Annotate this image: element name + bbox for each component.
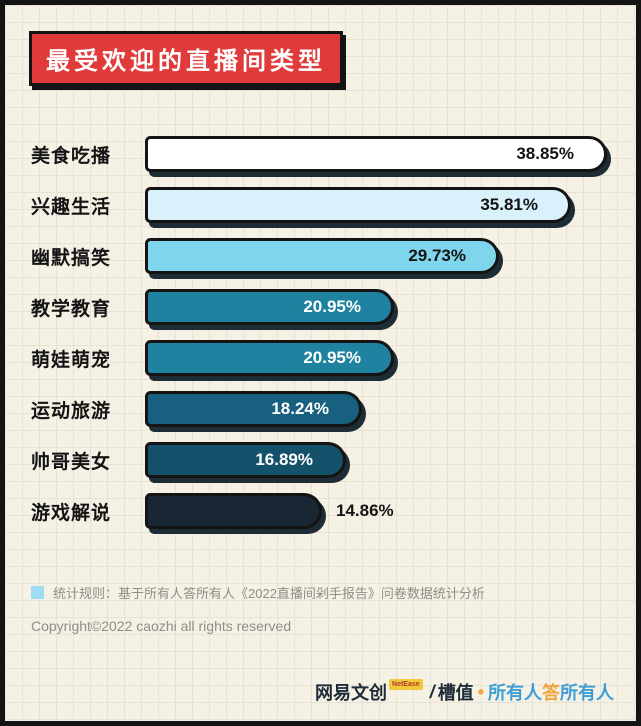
netease-wenchuang-logo: 网易文创	[315, 683, 388, 703]
chart-row: 游戏解说 14.86%	[31, 493, 636, 529]
dot-separator-icon: •	[477, 681, 484, 702]
category-label: 幽默搞笑	[31, 247, 112, 269]
netease-badge-icon: NetEase	[389, 679, 423, 690]
bar-area: 16.89%	[145, 442, 636, 478]
copyright-text: Copyright©2022 caozhi all rights reserve…	[31, 618, 292, 634]
category-label: 兴趣生活	[31, 196, 112, 218]
category-label: 美食吃播	[31, 145, 112, 167]
bar	[145, 493, 322, 529]
bar: 29.73%	[145, 238, 499, 274]
bar-area: 14.86%	[145, 493, 636, 529]
value-label: 20.95%	[303, 348, 361, 367]
caozhi-logo: 槽值	[437, 683, 474, 703]
legend-square-icon	[31, 586, 44, 599]
stat-note-text: 统计规则：基于所有人答所有人《2022直播间剁手报告》问卷数据统计分析	[53, 586, 485, 601]
bar-area: 35.81%	[145, 187, 636, 223]
category-label: 教学教育	[31, 298, 112, 320]
chart-row: 运动旅游 18.24%	[31, 391, 636, 427]
value-label: 35.81%	[480, 195, 538, 214]
slogan-part: 答	[542, 683, 560, 703]
bar-area: 20.95%	[145, 289, 636, 325]
bar: 38.85%	[145, 136, 607, 172]
bar-chart: 美食吃播 38.85% 兴趣生活 35.81% 幽默搞笑 29.73% 教学教育 20.95%…	[31, 136, 636, 529]
slogan-logo: 所有人答所有人	[488, 679, 614, 705]
chart-row: 萌娃萌宠 20.95%	[31, 340, 636, 376]
bar: 18.24%	[145, 391, 362, 427]
value-label: 20.95%	[303, 297, 361, 316]
value-label: 38.85%	[516, 144, 574, 163]
slash-divider: /	[429, 681, 435, 702]
slogan-part: 所有人	[488, 683, 542, 703]
bar: 35.81%	[145, 187, 571, 223]
category-label: 萌娃萌宠	[31, 349, 112, 371]
value-label: 16.89%	[255, 450, 313, 469]
bar: 20.95%	[145, 340, 394, 376]
bar: 20.95%	[145, 289, 394, 325]
chart-row: 帅哥美女 16.89%	[31, 442, 636, 478]
value-label: 18.24%	[271, 399, 329, 418]
chart-row: 兴趣生活 35.81%	[31, 187, 636, 223]
category-label: 游戏解说	[31, 502, 112, 524]
category-label: 帅哥美女	[31, 451, 112, 473]
slogan-part: 所有人	[560, 683, 614, 703]
bar-area: 29.73%	[145, 238, 636, 274]
chart-row: 美食吃播 38.85%	[31, 136, 636, 172]
chart-row: 幽默搞笑 29.73%	[31, 238, 636, 274]
category-label: 运动旅游	[31, 400, 112, 422]
value-label: 14.86%	[336, 501, 394, 520]
bar-area: 20.95%	[145, 340, 636, 376]
chart-row: 教学教育 20.95%	[31, 289, 636, 325]
bar-area: 18.24%	[145, 391, 636, 427]
bar: 16.89%	[145, 442, 346, 478]
value-label: 29.73%	[408, 246, 466, 265]
bar-area: 38.85%	[145, 136, 636, 172]
brand-logos: 网易文创 NetEase / 槽值 • 所有人答所有人	[315, 679, 614, 705]
stat-note-row: 统计规则：基于所有人答所有人《2022直播间剁手报告》问卷数据统计分析	[31, 583, 636, 602]
page-title: 最受欢迎的直播间类型	[29, 31, 343, 86]
